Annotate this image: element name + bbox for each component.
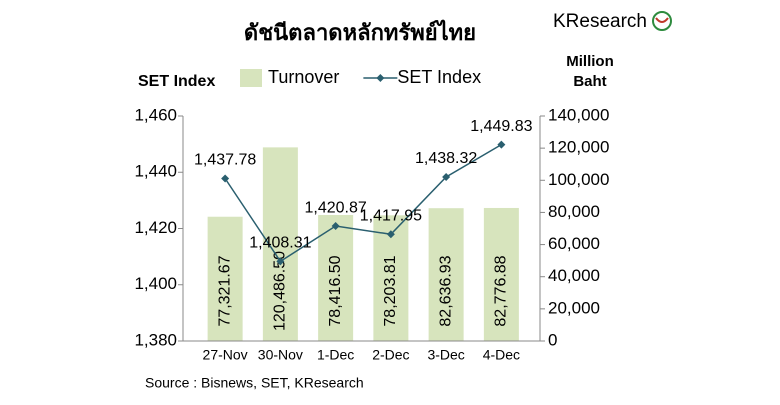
y2-tick-label: 40,000: [548, 266, 600, 285]
y2-tick-label: 140,000: [548, 105, 609, 124]
line: [224, 143, 502, 263]
y-tick-label: 1,440: [134, 162, 177, 181]
bar-value-label: 78,203.81: [382, 255, 399, 326]
bar: [483, 207, 519, 341]
x-tick-label: 4-Dec: [483, 347, 520, 363]
y-tick-label: 1,400: [134, 274, 177, 293]
y-tick-label: 1,380: [134, 330, 177, 349]
line-value-label: 1,420.87: [304, 199, 366, 216]
y2-tick-label: 120,000: [548, 138, 609, 157]
bar-value-label: 82,636.93: [437, 255, 454, 326]
y2-tick-label: 80,000: [548, 202, 600, 221]
y2-tick-label: 100,000: [548, 170, 609, 189]
line-value-label: 1,437.78: [194, 152, 256, 169]
y-axis-label: SET Index: [138, 73, 215, 90]
logo-icon: [652, 11, 672, 31]
line-marker: [386, 230, 395, 239]
source-note: Source : Bisnews, SET, KResearch: [145, 375, 364, 391]
legend-label: SET Index: [397, 67, 481, 87]
x-tick-label: 3-Dec: [427, 347, 464, 363]
line-value-label: 1,438.32: [415, 150, 477, 167]
logo: KResearch: [553, 11, 647, 32]
legend-swatch: [240, 69, 262, 87]
line-marker: [221, 174, 230, 183]
x-tick-label: 1-Dec: [317, 347, 354, 363]
y2-axis-label: Million Baht: [566, 53, 614, 90]
line-marker: [331, 222, 340, 231]
x-tick-label: 27-Nov: [203, 347, 248, 363]
line-marker: [497, 140, 506, 149]
bar: [207, 216, 243, 341]
y2-tick-label: 60,000: [548, 234, 600, 253]
line-value-label: 1,449.83: [470, 118, 532, 135]
y-tick-label: 1,460: [134, 105, 177, 124]
x-tick-label: 30-Nov: [258, 347, 303, 363]
line-marker: [442, 172, 451, 181]
bar-value-label: 77,321.67: [216, 255, 233, 326]
bar: [428, 208, 464, 341]
line-value-label: 1,408.31: [249, 235, 311, 252]
line-marker: [276, 257, 285, 266]
y2-tick-label: 20,000: [548, 298, 600, 317]
legend-label: Turnover: [268, 67, 339, 87]
y-tick-label: 1,420: [134, 218, 177, 237]
y2-tick-label: 0: [548, 330, 557, 349]
line-value-label: 1,417.95: [360, 207, 422, 224]
chart-title: ดัชนีตลาดหลักทรัพย์ไทย: [244, 19, 476, 45]
legend-marker: [376, 74, 385, 82]
bar-value-label: 82,776.88: [493, 255, 510, 326]
bar: [318, 214, 354, 341]
bar-value-label: 78,416.50: [327, 255, 344, 326]
x-tick-label: 2-Dec: [372, 347, 409, 363]
bar-value-label: 120,486.50: [272, 251, 289, 331]
